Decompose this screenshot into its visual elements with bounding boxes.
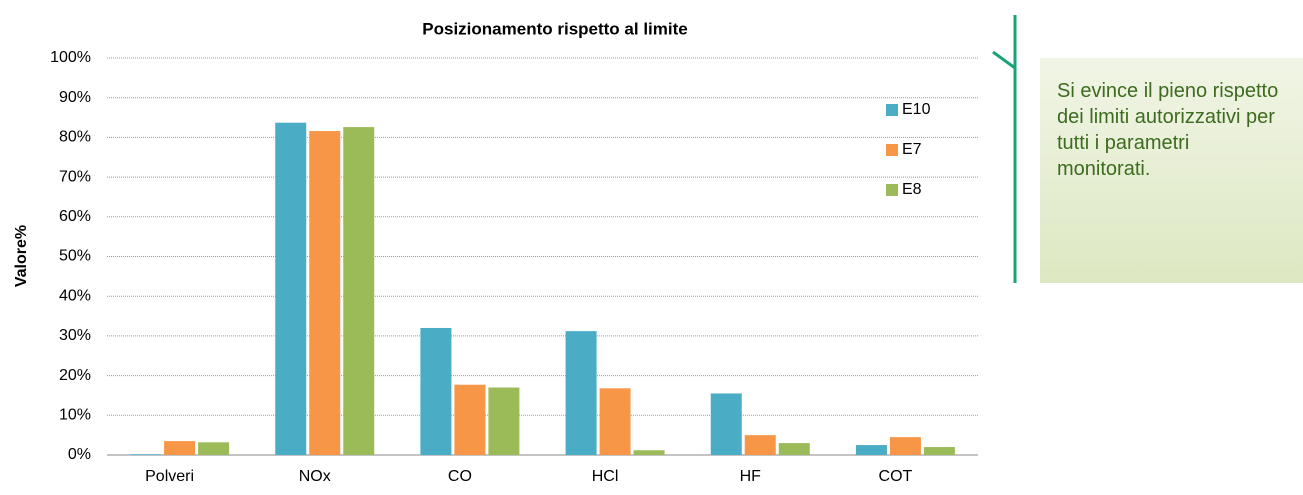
y-axis-label: Valore% [13, 225, 30, 287]
y-tick-label: 90% [59, 89, 91, 106]
legend-label: E10 [902, 101, 931, 118]
bar [309, 131, 341, 455]
bar [565, 331, 597, 455]
legend-swatch [886, 144, 898, 156]
x-tick-label: Polveri [145, 468, 194, 485]
bar [198, 442, 230, 455]
y-tick-label: 30% [59, 327, 91, 344]
chart-title: Posizionamento rispetto al limite [422, 19, 687, 38]
bar [923, 447, 955, 455]
x-tick-label: CO [448, 468, 472, 485]
bar [889, 437, 921, 455]
bar [130, 454, 162, 455]
x-tick-label: HCl [592, 468, 619, 485]
callout: Si evince il pieno rispetto dei limiti a… [1040, 58, 1303, 283]
x-tick-label: NOx [299, 468, 331, 485]
y-tick-label: 80% [59, 129, 91, 146]
legend-label: E8 [902, 181, 922, 198]
bar [778, 443, 810, 455]
y-tick-label: 70% [59, 168, 91, 185]
bar [633, 450, 665, 455]
legend-label: E7 [902, 141, 922, 158]
bar [275, 122, 307, 455]
bar [343, 127, 375, 455]
y-tick-label: 20% [59, 367, 91, 384]
bar [420, 327, 452, 455]
bar [599, 388, 631, 455]
bar [164, 441, 196, 455]
y-tick-label: 40% [59, 287, 91, 304]
y-tick-label: 10% [59, 407, 91, 424]
bar [855, 445, 887, 455]
bar [488, 387, 520, 455]
y-tick-label: 50% [59, 248, 91, 265]
y-tick-label: 60% [59, 208, 91, 225]
callout-pointer [992, 50, 1016, 70]
legend-swatch [886, 104, 898, 116]
x-tick-label: HF [740, 468, 762, 485]
x-tick-label: COT [879, 468, 913, 485]
bar [454, 384, 486, 455]
legend-swatch [886, 184, 898, 196]
y-tick-label: 100% [50, 49, 91, 66]
y-tick-label: 0% [68, 446, 91, 463]
bar [710, 393, 742, 455]
bar [744, 435, 776, 455]
